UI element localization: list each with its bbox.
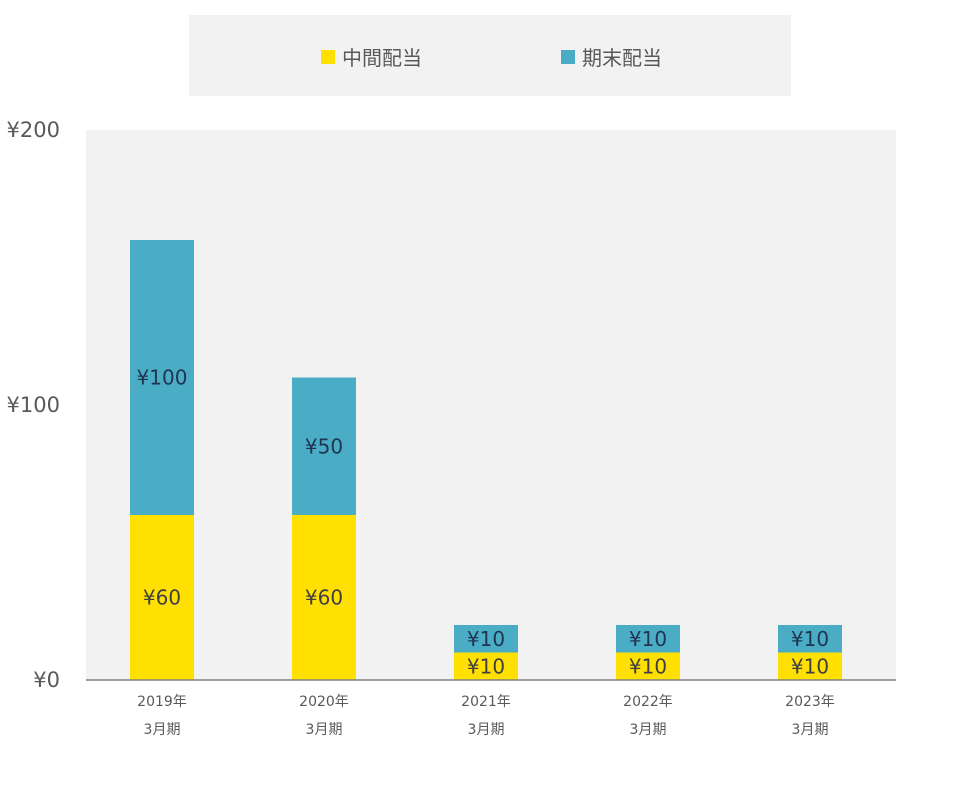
y-tick-label: ¥100 xyxy=(7,393,60,417)
data-label-interim: ¥10 xyxy=(791,654,829,678)
data-labels: ¥60 ¥100 ¥60 ¥50 ¥10 ¥10 ¥10 ¥10 ¥10 ¥10 xyxy=(137,366,830,679)
legend: 中間配当 期末配当 xyxy=(189,15,791,96)
bar-year-end xyxy=(292,377,356,515)
bar-year-end xyxy=(778,625,842,653)
y-tick-label: ¥200 xyxy=(7,118,60,142)
legend-item-interim: 中間配当 xyxy=(321,42,422,71)
x-tick-label: 2023年 xyxy=(785,694,835,710)
y-tick-label: ¥0 xyxy=(33,668,60,692)
x-tick-label: 2022年 xyxy=(623,694,673,710)
y-axis: ¥0 ¥100 ¥200 xyxy=(7,118,60,692)
data-label-year-end: ¥10 xyxy=(629,627,667,651)
bar-interim xyxy=(778,652,842,680)
bars xyxy=(130,240,842,680)
data-label-year-end: ¥50 xyxy=(305,434,343,458)
x-tick-label: 2019年 xyxy=(137,694,187,710)
plot-area xyxy=(86,130,896,680)
data-label-year-end: ¥100 xyxy=(137,366,188,390)
data-label-interim: ¥60 xyxy=(143,586,181,610)
bar-interim xyxy=(454,652,518,680)
legend-item-year-end: 期末配当 xyxy=(561,42,662,71)
legend-label-year-end: 期末配当 xyxy=(582,46,662,70)
data-label-year-end: ¥10 xyxy=(791,627,829,651)
bar-interim xyxy=(292,515,356,680)
bar-year-end xyxy=(616,625,680,653)
x-tick-label: 2020年 xyxy=(299,694,349,710)
bar-year-end xyxy=(130,240,194,515)
bar-interim xyxy=(616,652,680,680)
x-tick-label: 3月期 xyxy=(468,722,505,738)
legend-swatch-interim xyxy=(321,49,335,64)
x-axis: 2019年 3月期 2020年 3月期 2021年 3月期 2022年 3月期 2023年 3月期 xyxy=(137,694,835,738)
x-tick-label: 3月期 xyxy=(306,722,343,738)
bar-interim xyxy=(130,515,194,680)
data-label-interim: ¥60 xyxy=(305,586,343,610)
x-tick-label: 3月期 xyxy=(630,722,667,738)
bar-year-end xyxy=(454,625,518,653)
data-label-interim: ¥10 xyxy=(629,654,667,678)
data-label-interim: ¥10 xyxy=(467,654,505,678)
x-tick-label: 3月期 xyxy=(144,722,181,738)
x-tick-label: 3月期 xyxy=(792,722,829,738)
legend-label-interim: 中間配当 xyxy=(342,46,422,70)
x-tick-label: 2021年 xyxy=(461,694,511,710)
data-label-year-end: ¥10 xyxy=(467,627,505,651)
legend-swatch-year-end xyxy=(561,49,575,64)
